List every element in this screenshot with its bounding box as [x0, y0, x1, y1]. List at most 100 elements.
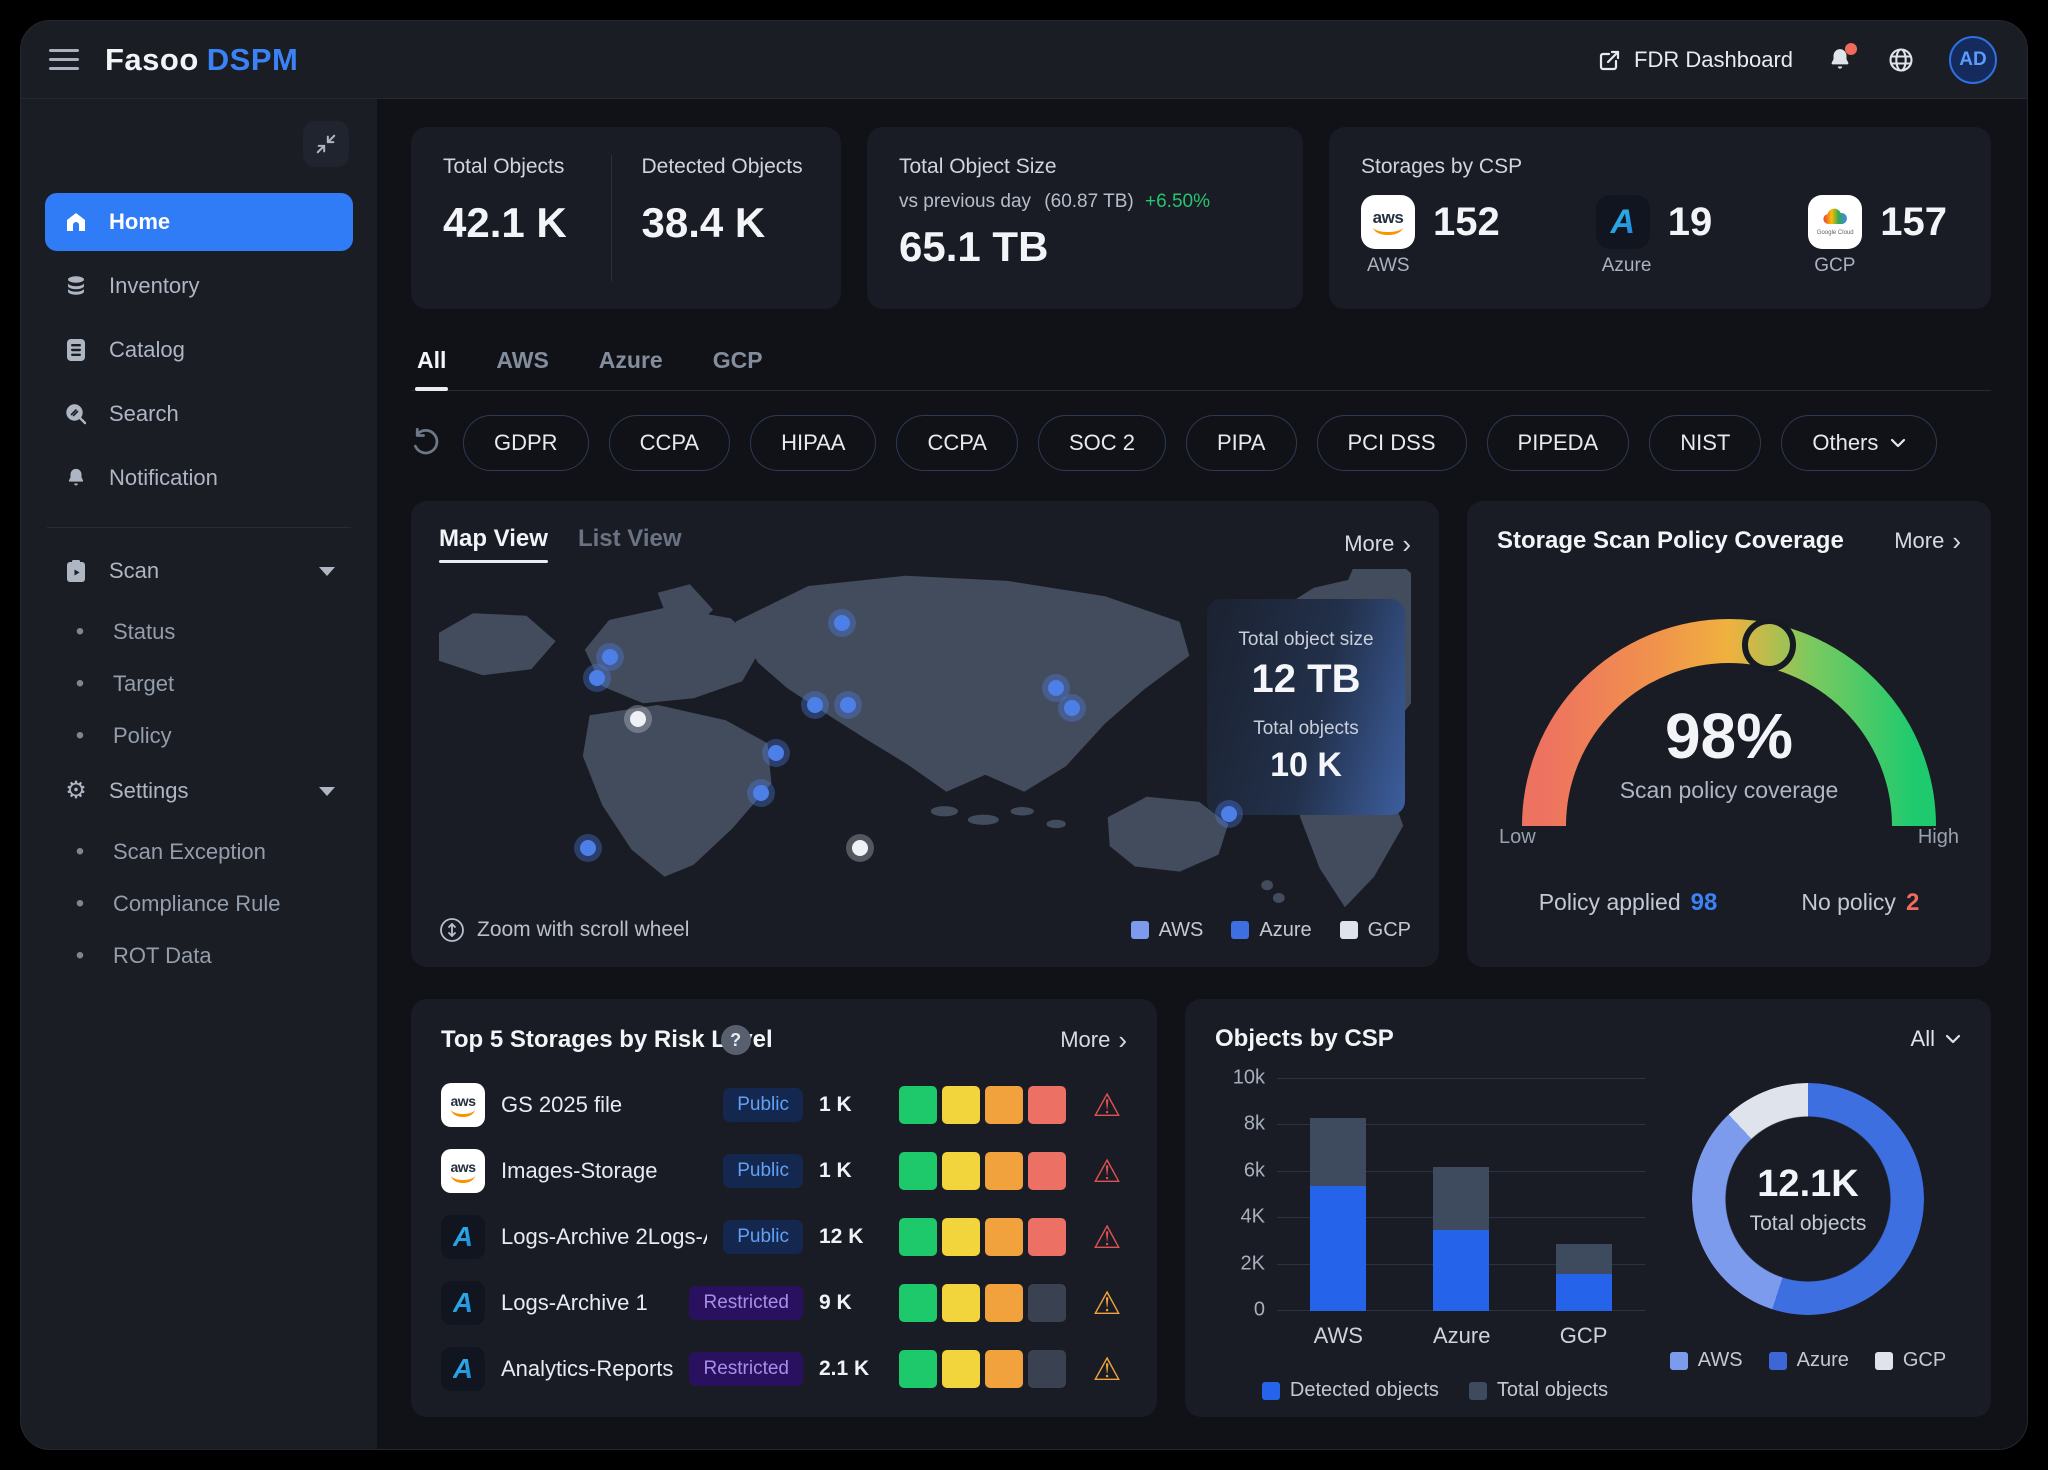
language-button[interactable]: [1887, 46, 1915, 74]
chip-gdpr[interactable]: GDPR: [463, 415, 589, 471]
topbar-actions: FDR Dashboard AD: [1598, 35, 1997, 84]
access-badge: Public: [723, 1154, 803, 1188]
sidebar-item-label: Settings: [109, 778, 189, 803]
gauge-card-header: Storage Scan Policy Coverage More ›: [1497, 527, 1961, 555]
avatar[interactable]: AD: [1949, 35, 1997, 84]
sidebar-collapse-button[interactable]: [303, 121, 349, 167]
map-location-dot: [851, 839, 868, 856]
brand-logo: Fasoo DSPM: [105, 42, 298, 78]
sidebar-item-label: Notification: [109, 465, 218, 490]
legend-azure: Azure: [1768, 1349, 1849, 1372]
storage-name: Analytics-Reports: [501, 1356, 674, 1381]
tab-gcp[interactable]: GCP: [712, 347, 763, 373]
azure-icon: A: [441, 1215, 485, 1259]
coverage-gauge: 98% Scan policy coverage Low High: [1497, 581, 1961, 849]
legend-aws-label: AWS: [1697, 1349, 1743, 1371]
table-row[interactable]: A Analytics-Reports Restricted 2.1 K ⚠: [441, 1341, 1127, 1397]
chip-pipa[interactable]: PIPA: [1185, 415, 1297, 471]
sidebar-item-home[interactable]: Home: [45, 193, 353, 251]
chip-nist[interactable]: NIST: [1649, 415, 1762, 471]
storage-name: Logs-Archive 2Logs-Archive 2L...: [501, 1224, 707, 1249]
app-frame: Fasoo DSPM FDR Dashboard AD: [20, 20, 2028, 1450]
sidebar-item-catalog[interactable]: Catalog: [45, 321, 353, 379]
sidebar-item-rot-data[interactable]: • ROT Data: [45, 930, 353, 982]
sidebar-item-settings[interactable]: ⚙ Settings: [45, 762, 353, 820]
sidebar-item-label: Home: [109, 209, 171, 234]
brand-dspm: DSPM: [206, 41, 299, 77]
table-row[interactable]: aws GS 2025 file Public 1 K ⚠: [441, 1077, 1127, 1133]
sidebar-item-label: Status: [113, 619, 176, 644]
total-objects-label: Total Objects: [443, 155, 565, 178]
legend-gcp-swatch: [1339, 921, 1358, 939]
chip-hipaa[interactable]: HIPAA: [750, 415, 877, 471]
bar-azure: [1432, 1079, 1489, 1311]
sidebar-item-inventory[interactable]: Inventory: [45, 257, 353, 315]
chip-ccpa-2[interactable]: CCPA: [896, 415, 1018, 471]
risk-level-cell: [899, 1284, 937, 1322]
sidebar-item-notification[interactable]: Notification: [45, 449, 353, 507]
avatar-initials: AD: [1959, 48, 1987, 70]
chart-filter-dropdown[interactable]: All: [1911, 1026, 1961, 1052]
azure-label: Azure: [1601, 255, 1652, 276]
sidebar-item-search[interactable]: Search: [45, 385, 353, 443]
risk-level-cell: [985, 1218, 1023, 1256]
overlay-objects-value: 10 K: [1270, 746, 1342, 784]
sidebar-item-scan-exception[interactable]: • Scan Exception: [45, 826, 353, 878]
table-row[interactable]: aws Images-Storage Public 1 K ⚠: [441, 1143, 1127, 1199]
sidebar-item-compliance-rule[interactable]: • Compliance Rule: [45, 878, 353, 930]
tab-aws[interactable]: AWS: [496, 347, 549, 373]
map-location-dot: [768, 744, 785, 761]
sidebar-item-status[interactable]: • Status: [45, 606, 353, 658]
risk-more-link[interactable]: More ›: [1060, 1027, 1127, 1053]
x-axis-labels: AWS Azure GCP: [1277, 1323, 1645, 1349]
gcp-label: GCP: [1814, 255, 1856, 276]
donut-chart: 12.1K Total objects AWS Azure GCP: [1655, 1079, 1961, 1402]
notifications-button[interactable]: [1827, 42, 1857, 73]
risk-level-cell: [942, 1350, 980, 1388]
chip-ccpa[interactable]: CCPA: [608, 415, 731, 471]
map-more-link[interactable]: More ›: [1344, 531, 1411, 557]
chevron-down-icon: [1890, 438, 1906, 448]
aws-icon: aws: [1361, 195, 1415, 249]
map-location-dot: [840, 697, 857, 713]
hamburger-menu-icon[interactable]: [49, 43, 79, 76]
chip-pipeda[interactable]: PIPEDA: [1486, 415, 1630, 471]
gcp-storage-count: 157: [1880, 199, 1947, 244]
bar-gcp: [1555, 1079, 1612, 1311]
risk-level-cell: [899, 1086, 937, 1124]
risk-level-cell: [942, 1284, 980, 1322]
tab-list-view[interactable]: List View: [577, 525, 682, 552]
object-count: 12 K: [819, 1225, 864, 1248]
sidebar-item-target[interactable]: • Target: [45, 658, 353, 710]
table-row[interactable]: A Logs-Archive 1 Restricted 9 K ⚠: [441, 1275, 1127, 1331]
fdr-dashboard-link[interactable]: FDR Dashboard: [1598, 47, 1793, 73]
reset-filters-button[interactable]: [411, 428, 441, 458]
chart-content: 10k 8k 6k 4K 2K 0: [1215, 1067, 1961, 1402]
warning-icon: ⚠: [1092, 1219, 1122, 1255]
overlay-size-value: 12 TB: [1251, 657, 1361, 701]
help-icon[interactable]: ?: [720, 1025, 751, 1055]
risk-level-cell: [1028, 1152, 1066, 1190]
legend-gcp: GCP: [1339, 919, 1411, 942]
warning-icon: ⚠: [1092, 1285, 1122, 1321]
tab-map-view[interactable]: Map View: [439, 525, 548, 563]
gauge-more-link[interactable]: More ›: [1894, 528, 1961, 554]
total-object-size-value: 65.1 TB: [899, 223, 1049, 270]
chip-soc2[interactable]: SOC 2: [1037, 415, 1166, 471]
donut-center: 12.1K Total objects: [1692, 1083, 1924, 1315]
map-location-dot: [1221, 805, 1238, 822]
tab-azure[interactable]: Azure: [598, 347, 663, 373]
sidebar-item-scan[interactable]: Scan: [45, 542, 353, 600]
more-label: More: [1060, 1027, 1111, 1052]
world-map[interactable]: Total object size 12 TB Total objects 10…: [439, 569, 1411, 909]
table-row[interactable]: A Logs-Archive 2Logs-Archive 2L... Publi…: [441, 1209, 1127, 1265]
chip-others[interactable]: Others: [1781, 415, 1938, 471]
legend-gcp-label: GCP: [1902, 1349, 1947, 1371]
tab-all[interactable]: All: [415, 337, 449, 391]
y-tick: 6k: [1243, 1159, 1265, 1182]
gauge-marker: [1742, 618, 1796, 672]
sidebar-item-policy[interactable]: • Policy: [45, 710, 353, 762]
chip-pci-dss[interactable]: PCI DSS: [1316, 415, 1467, 471]
legend-detected-swatch: [1261, 1381, 1280, 1400]
